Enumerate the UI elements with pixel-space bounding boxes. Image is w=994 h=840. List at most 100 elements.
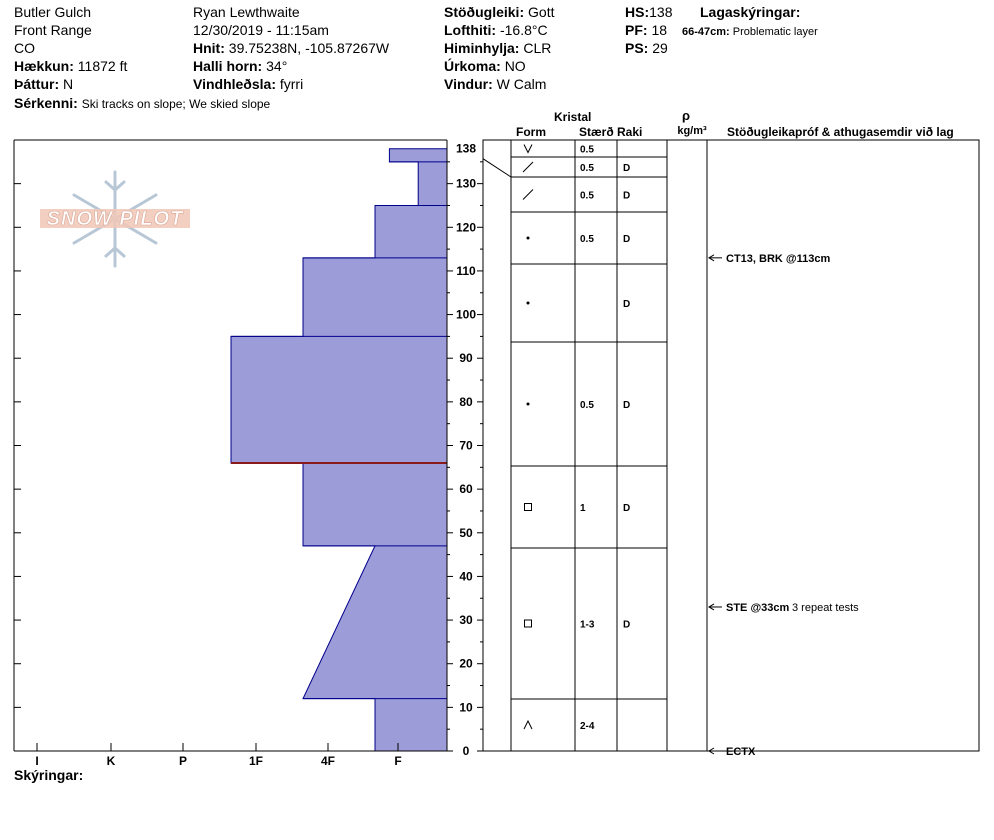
layer-size: 0.5 [580, 400, 594, 411]
observer: Ryan Lewthwaite [193, 4, 300, 20]
connector-line [482, 158, 512, 178]
test-label: ECTX [726, 746, 756, 758]
stability-row: Stöðugleiki: Gott [444, 4, 554, 20]
rounded-glyph [526, 402, 530, 406]
layer-size: 2-4 [580, 721, 595, 732]
aspect-value: N [63, 76, 74, 92]
crystal-header: Kristal [554, 110, 591, 124]
precip-row: Úrkoma: NO [444, 58, 526, 74]
pf-value: 18 [651, 22, 668, 38]
layer-moisture: D [623, 503, 630, 514]
ps-row: PS: 29 [625, 40, 668, 56]
sky-row: Himinhylja: CLR [444, 40, 551, 56]
sky-label: Himinhylja: [444, 40, 520, 56]
layer-moisture: D [623, 620, 630, 631]
height-tick-label: 110 [456, 264, 476, 278]
rounded-glyph [526, 301, 530, 305]
ps-value: 29 [652, 40, 668, 56]
height-axis: 0 10 20 30 40 50 60 70 80 90 100 110 120 130 138 [447, 140, 484, 758]
layer-row: D [526, 299, 630, 310]
datetime: 12/30/2019 - 11:15am [193, 22, 329, 38]
hs-label: HS: [625, 4, 650, 20]
depth-hoar-icon [523, 719, 533, 730]
stability-test: CT13, BRK @113cm [708, 253, 830, 265]
faceted-glyph [524, 503, 532, 511]
slope-value: 34° [266, 58, 288, 74]
faceted-icon [524, 619, 532, 628]
height-tick-label: 80 [459, 395, 473, 409]
layer-row: 0.5 D [522, 161, 630, 174]
logo-banner [40, 209, 190, 228]
wind-value: W Calm [496, 76, 547, 92]
hardness-tick-label: K [107, 754, 116, 768]
elevation-value: 11872 ft [77, 58, 128, 74]
state: CO [14, 40, 35, 56]
hardness-layer-lines [231, 161, 447, 700]
notes-label: Skýringar: [14, 767, 84, 783]
aspect-row: Þáttur: N [14, 76, 73, 92]
hardness-tick-label: 1F [249, 754, 263, 768]
height-tick-label: 20 [459, 657, 473, 671]
layer-row: 1-3 D [524, 619, 630, 631]
hs-row: HS:138 [625, 4, 672, 20]
rho-header: ρ [682, 108, 690, 123]
wind-label: Vindur: [444, 76, 493, 92]
height-tick-label: 50 [459, 526, 473, 540]
height-tick-label: 40 [459, 569, 473, 583]
coords-value: 39.75238N, -105.87267W [228, 40, 390, 56]
test-label: STE @33cm [726, 602, 790, 614]
rounded-icon [526, 301, 530, 305]
air-temp-value: -16.8°C [499, 22, 548, 38]
hardness-tick-label: F [394, 754, 401, 768]
wind-loading-value: fyrri [279, 76, 304, 92]
height-tick-label: 120 [456, 220, 476, 234]
form-header: Form [516, 125, 546, 139]
layer-size: 1 [580, 503, 586, 514]
layer-size: 0.5 [580, 163, 594, 174]
layer-moisture: D [623, 163, 630, 174]
height-tick-label: 30 [459, 613, 473, 627]
hardness-plot: I K P 1F 4F F [13, 139, 448, 768]
layer-notes-label: Lagaskýringar: [700, 4, 801, 20]
ps-label: PS: [625, 40, 649, 56]
left-minor-ticks [14, 183, 21, 708]
slope-label: Halli horn: [193, 58, 263, 74]
hardness-profile-area [230, 148, 448, 752]
layer-row: 0.5 D [526, 400, 630, 411]
height-tick-label: 70 [459, 439, 473, 453]
layer-note-text: Problematic layer [732, 26, 818, 38]
size-header: Stærð [579, 125, 614, 139]
pf-row: PF: 18 [625, 22, 667, 38]
aspect-label: Þáttur: [14, 76, 60, 92]
test-arrow-head [708, 747, 715, 755]
stability-value: Gott [528, 4, 555, 20]
layer-size: 0.5 [580, 234, 594, 245]
mountain-range: Front Range [14, 22, 92, 38]
rounded-icon [526, 236, 530, 240]
rounded-icon [526, 402, 530, 406]
elevation-row: Hækkun: 11872 ft [14, 58, 127, 74]
features-row: Sérkenni: Ski tracks on slope; We skied … [14, 95, 270, 112]
elevation-label: Hækkun: [14, 58, 74, 74]
layer-size: 0.5 [580, 191, 594, 202]
layer-moisture: D [623, 191, 630, 202]
moisture-header: Raki [617, 125, 642, 139]
layer-moisture: D [623, 234, 630, 245]
slope-row: Halli horn: 34° [193, 58, 287, 74]
height-tick-label: 130 [456, 177, 476, 191]
stability-tests: CT13, BRK @113cm STE @33cm 3 repeat tests E… [708, 253, 859, 758]
stability-test: ECTX [708, 746, 756, 758]
height-tick-label: 90 [459, 351, 473, 365]
coords-label: Hnit: [193, 40, 225, 56]
layer-row: 2-4 [523, 719, 595, 732]
stability-label: Stöðugleiki: [444, 4, 525, 20]
decomposing-glyph [522, 161, 534, 173]
precip-label: Úrkoma: [444, 58, 501, 74]
layer-row: 0.5 [523, 144, 594, 156]
hardness-axis: I K P 1F 4F F [35, 743, 402, 768]
test-comment: 3 repeat tests [792, 602, 859, 614]
stability-test: STE @33cm 3 repeat tests [708, 602, 859, 614]
height-tick-label: 0 [463, 744, 470, 758]
precip-value: NO [504, 58, 526, 74]
